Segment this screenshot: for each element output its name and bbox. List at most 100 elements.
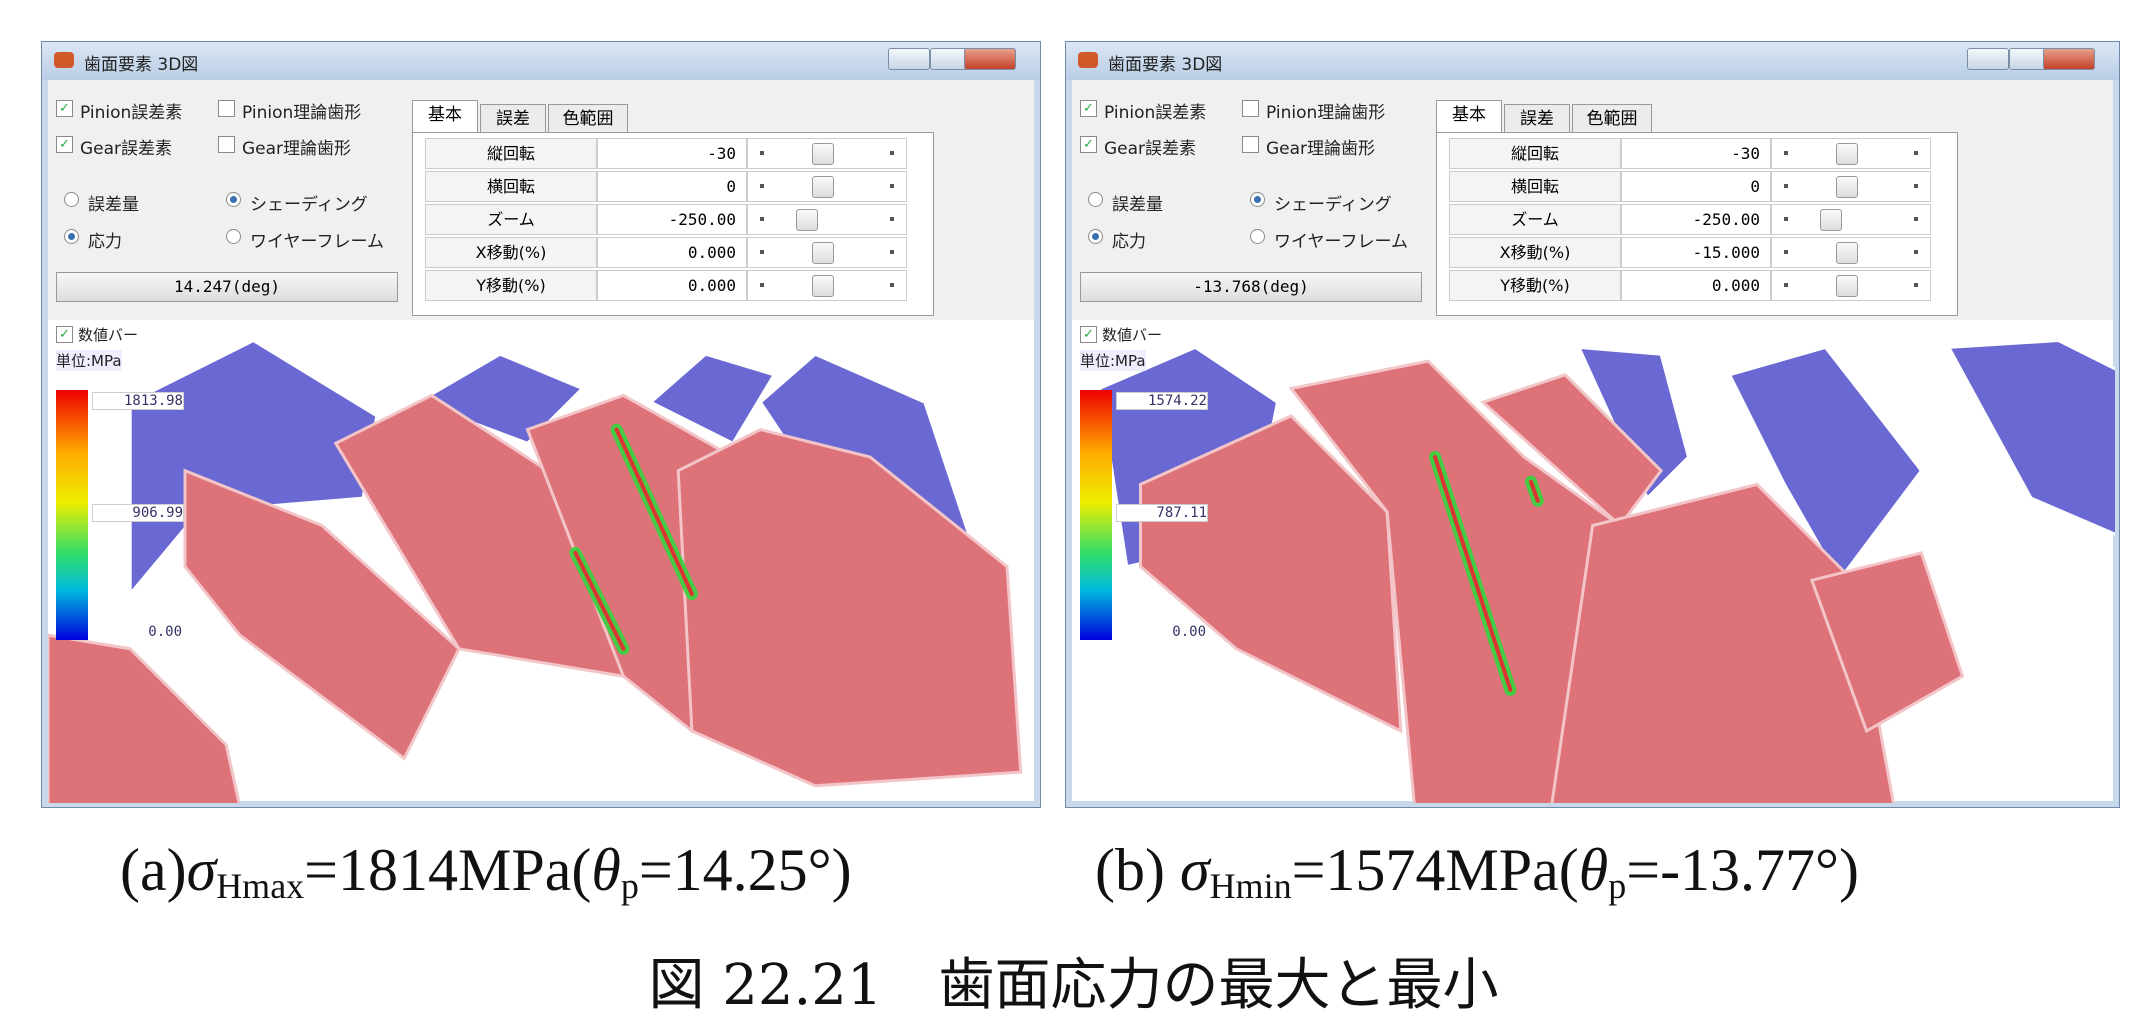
figure-caption: 図 22.21 歯面応力の最大と最小	[648, 953, 1499, 1018]
checkbox[interactable]: ✓	[56, 136, 73, 153]
stress-symbol: σ	[186, 837, 217, 903]
radio[interactable]	[226, 229, 241, 244]
slider-thumb[interactable]	[1836, 275, 1858, 297]
slider-right-arrow	[1914, 184, 1918, 188]
angle-value: =-13.77°)	[1626, 837, 1860, 903]
caption-prefix: (a)	[120, 837, 187, 903]
gear-tooth-face	[1480, 373, 1664, 528]
checkbox[interactable]: ✓	[56, 100, 73, 117]
bar-label: 787.11	[1116, 504, 1208, 522]
row-value[interactable]: 0	[1621, 171, 1771, 202]
checkbox[interactable]	[218, 136, 235, 153]
row-value[interactable]: -30	[1621, 138, 1771, 169]
viewport-3d: ✓ 数値バー 単位:MPa 1813.98 906.99 0.00	[48, 320, 1034, 803]
bar-checkbox[interactable]: ✓	[56, 326, 73, 343]
unit-label: 単位:MPa	[56, 350, 122, 371]
row-label: 横回転	[1449, 171, 1621, 202]
row-value[interactable]: 0.000	[597, 237, 747, 268]
radio-label: ワイヤーフレーム	[1274, 232, 1408, 252]
gear-tooth-back	[1946, 339, 2115, 536]
tab[interactable]: 基本	[1436, 100, 1502, 133]
checkbox-label: Pinion誤差素	[1104, 103, 1207, 123]
dropdown[interactable]: -13.768(deg)	[1080, 272, 1422, 302]
slider-left-arrow	[1784, 217, 1788, 221]
radio-label: 応力	[1112, 232, 1146, 252]
tab[interactable]: 色範囲	[1572, 104, 1652, 133]
slider-thumb[interactable]	[812, 143, 834, 165]
radio[interactable]	[1088, 229, 1103, 244]
slider-left-arrow	[760, 151, 764, 155]
checkbox-label: Gear誤差素	[1104, 139, 1197, 159]
slider-thumb[interactable]	[1836, 176, 1858, 198]
slider-right-arrow	[890, 283, 894, 287]
angle-subscript: p	[1608, 866, 1627, 906]
gear-tooth-back	[648, 352, 777, 446]
slider-right-arrow	[890, 184, 894, 188]
slider[interactable]	[747, 204, 907, 235]
slider-left-arrow	[1784, 184, 1788, 188]
window-title: 歯面要素 3D図	[1108, 55, 1223, 75]
checkbox-label: Pinion理論歯形	[1266, 103, 1386, 123]
bar-checkbox[interactable]: ✓	[1080, 326, 1097, 343]
slider-right-arrow	[1914, 217, 1918, 221]
close-button[interactable]	[964, 48, 1016, 70]
control-panel: ✓ Pinion誤差素 Pinion理論歯形 ✓ Gear誤差素 Gear理論歯形 誤差量 シ…	[48, 80, 1034, 320]
dropdown[interactable]: 14.247(deg)	[56, 272, 398, 302]
row-value[interactable]: 0	[597, 171, 747, 202]
gear-tooth-face	[1139, 414, 1403, 734]
bar-checkbox-label: 数値バー	[78, 326, 139, 344]
slider-thumb[interactable]	[1820, 209, 1842, 231]
contact-zone-peak	[573, 550, 626, 651]
checkbox[interactable]	[1242, 100, 1259, 117]
row-label: 縦回転	[425, 138, 597, 169]
app-icon	[1078, 52, 1098, 68]
slider-thumb[interactable]	[1836, 143, 1858, 165]
tab[interactable]: 誤差	[1504, 104, 1570, 133]
radio[interactable]	[1088, 192, 1103, 207]
bar-checkbox-label: 数値バー	[1102, 326, 1163, 344]
slider-thumb[interactable]	[1836, 242, 1858, 264]
tab[interactable]: 誤差	[480, 104, 546, 133]
radio[interactable]	[1250, 229, 1265, 244]
window-title: 歯面要素 3D図	[84, 55, 199, 75]
row-value[interactable]: 0.000	[1621, 270, 1771, 301]
tab[interactable]: 基本	[412, 100, 478, 133]
slider-thumb[interactable]	[812, 176, 834, 198]
slider-thumb[interactable]	[796, 209, 818, 231]
minimize-button[interactable]	[1967, 48, 2009, 70]
gear-tooth-face	[1809, 551, 1965, 734]
slider-right-arrow	[1914, 151, 1918, 155]
slider[interactable]	[1771, 204, 1931, 235]
app-icon	[54, 52, 74, 68]
radio[interactable]	[1250, 192, 1265, 207]
minimize-button[interactable]	[888, 48, 930, 70]
checkbox-label: Gear理論歯形	[1266, 139, 1376, 159]
color-bar	[1080, 390, 1112, 640]
radio-label: 応力	[88, 232, 122, 252]
slider-thumb[interactable]	[812, 242, 834, 264]
close-button[interactable]	[2043, 48, 2095, 70]
gear-tooth-back	[414, 352, 585, 446]
gear-tooth-face	[676, 428, 1023, 788]
radio[interactable]	[64, 192, 79, 207]
slider-thumb[interactable]	[812, 275, 834, 297]
tab[interactable]: 色範囲	[548, 104, 628, 133]
gear-tooth-face	[183, 468, 461, 761]
row-value[interactable]: -15.000	[1621, 237, 1771, 268]
stress-value: =1814MPa(	[304, 837, 592, 903]
checkbox-label: Gear理論歯形	[242, 139, 352, 159]
checkbox-label: Pinion理論歯形	[242, 103, 362, 123]
slider-left-arrow	[760, 217, 764, 221]
checkbox[interactable]	[1242, 136, 1259, 153]
row-value[interactable]: 0.000	[597, 270, 747, 301]
radio[interactable]	[64, 229, 79, 244]
row-value[interactable]: -250.00	[1621, 204, 1771, 235]
radio[interactable]	[226, 192, 241, 207]
row-value[interactable]: -250.00	[597, 204, 747, 235]
row-label: X移動(%)	[1449, 237, 1621, 268]
checkbox[interactable]: ✓	[1080, 100, 1097, 117]
row-value[interactable]: -30	[597, 138, 747, 169]
checkbox[interactable]: ✓	[1080, 136, 1097, 153]
checkbox[interactable]	[218, 100, 235, 117]
control-panel: ✓ Pinion誤差素 Pinion理論歯形 ✓ Gear誤差素 Gear理論歯形 誤差量 シ…	[1072, 80, 2113, 320]
